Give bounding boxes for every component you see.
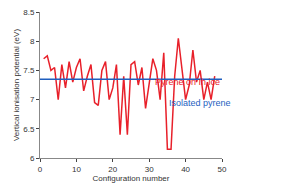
svg-text:Pyrene on Ih ice: Pyrene on Ih ice xyxy=(155,77,220,87)
svg-text:30: 30 xyxy=(145,165,154,174)
svg-text:10: 10 xyxy=(72,165,81,174)
svg-text:6: 6 xyxy=(30,154,35,163)
svg-text:50: 50 xyxy=(218,165,227,174)
svg-text:7: 7 xyxy=(30,95,35,104)
svg-text:Vertical ionisation potential: Vertical ionisation potential (eV) xyxy=(12,29,21,141)
svg-text:20: 20 xyxy=(108,165,117,174)
svg-text:6.5: 6.5 xyxy=(23,125,35,134)
svg-text:Isolated pyrene: Isolated pyrene xyxy=(169,98,231,108)
svg-text:0: 0 xyxy=(38,165,43,174)
svg-text:8.5: 8.5 xyxy=(23,8,35,17)
svg-text:Configuration number: Configuration number xyxy=(93,174,170,183)
svg-text:40: 40 xyxy=(181,165,190,174)
svg-text:8: 8 xyxy=(30,37,35,46)
svg-text:7.5: 7.5 xyxy=(23,66,35,75)
